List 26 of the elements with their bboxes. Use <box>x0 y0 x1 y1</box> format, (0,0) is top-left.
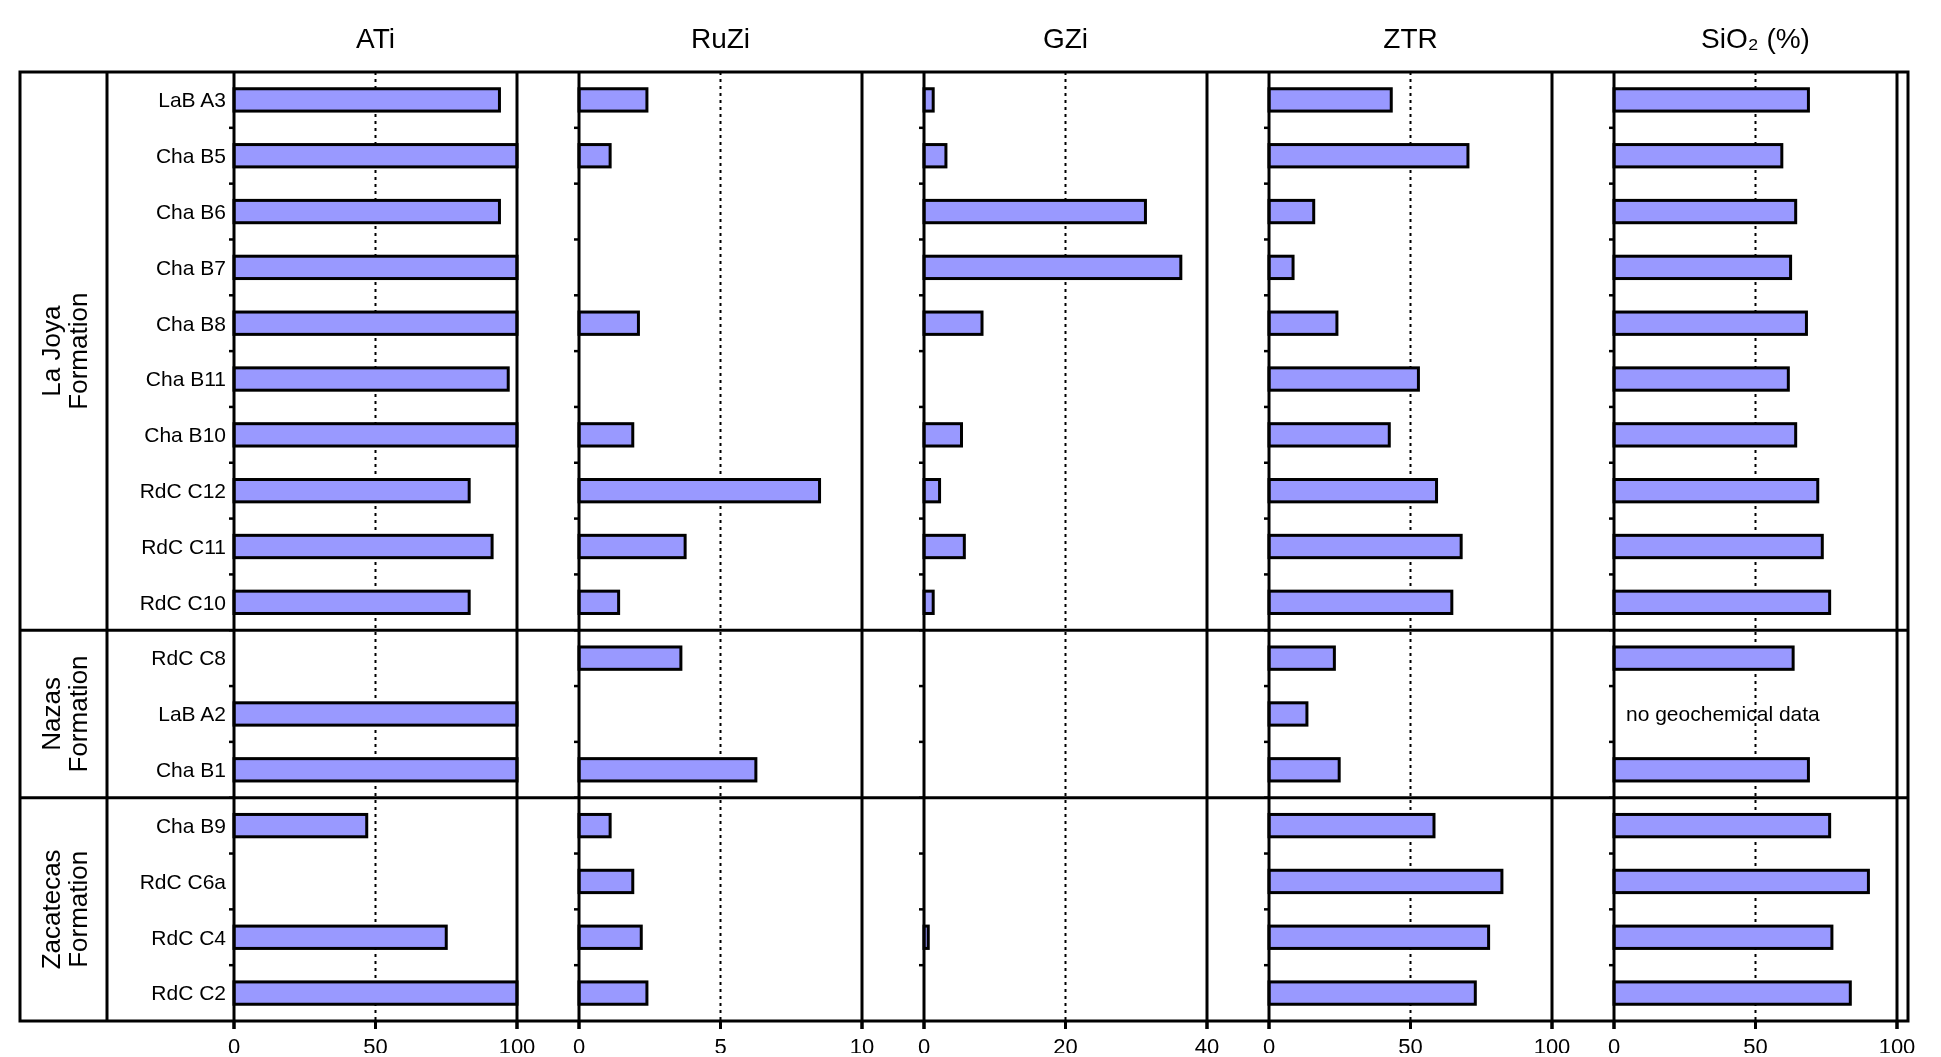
y-tick-label: Cha B7 <box>155 255 226 279</box>
chart-title: RuZi <box>690 23 751 54</box>
text: La Joya Formation <box>35 292 93 410</box>
y-tick-label: RdC C6a <box>139 869 227 893</box>
y-tick-label: LaB A2 <box>158 702 226 726</box>
chart-title: SiO₂ (%) <box>1701 23 1810 54</box>
y-tick-label: Cha B8 <box>155 311 226 335</box>
text: Zacatecas Formation <box>35 849 93 970</box>
y-tick-label: RdC C12 <box>139 479 226 503</box>
y-tick-label: RdC C8 <box>151 646 226 670</box>
y-tick-label: RdC C11 <box>141 534 226 558</box>
text: Nazas Formation <box>35 655 93 773</box>
y-tick-label: Cha B5 <box>155 144 226 168</box>
y-tick-label: LaB A3 <box>158 88 226 112</box>
chart-title: ZTR <box>1383 23 1438 54</box>
y-tick-label: Cha B10 <box>144 423 226 447</box>
y-tick-label: RdC C4 <box>151 925 227 949</box>
y-tick-label: Cha B11 <box>145 367 226 391</box>
y-tick-label: RdC C10 <box>139 590 226 614</box>
chart-title: GZi <box>1042 23 1089 54</box>
y-tick-label: RdC C2 <box>151 981 226 1005</box>
y-tick-label: Cha B1 <box>155 758 226 782</box>
annotation: no geochemical data <box>1626 702 1821 726</box>
y-tick-label: Cha B6 <box>155 199 226 223</box>
chart-title: ATi <box>356 23 395 54</box>
y-tick-label: Cha B9 <box>155 813 226 837</box>
